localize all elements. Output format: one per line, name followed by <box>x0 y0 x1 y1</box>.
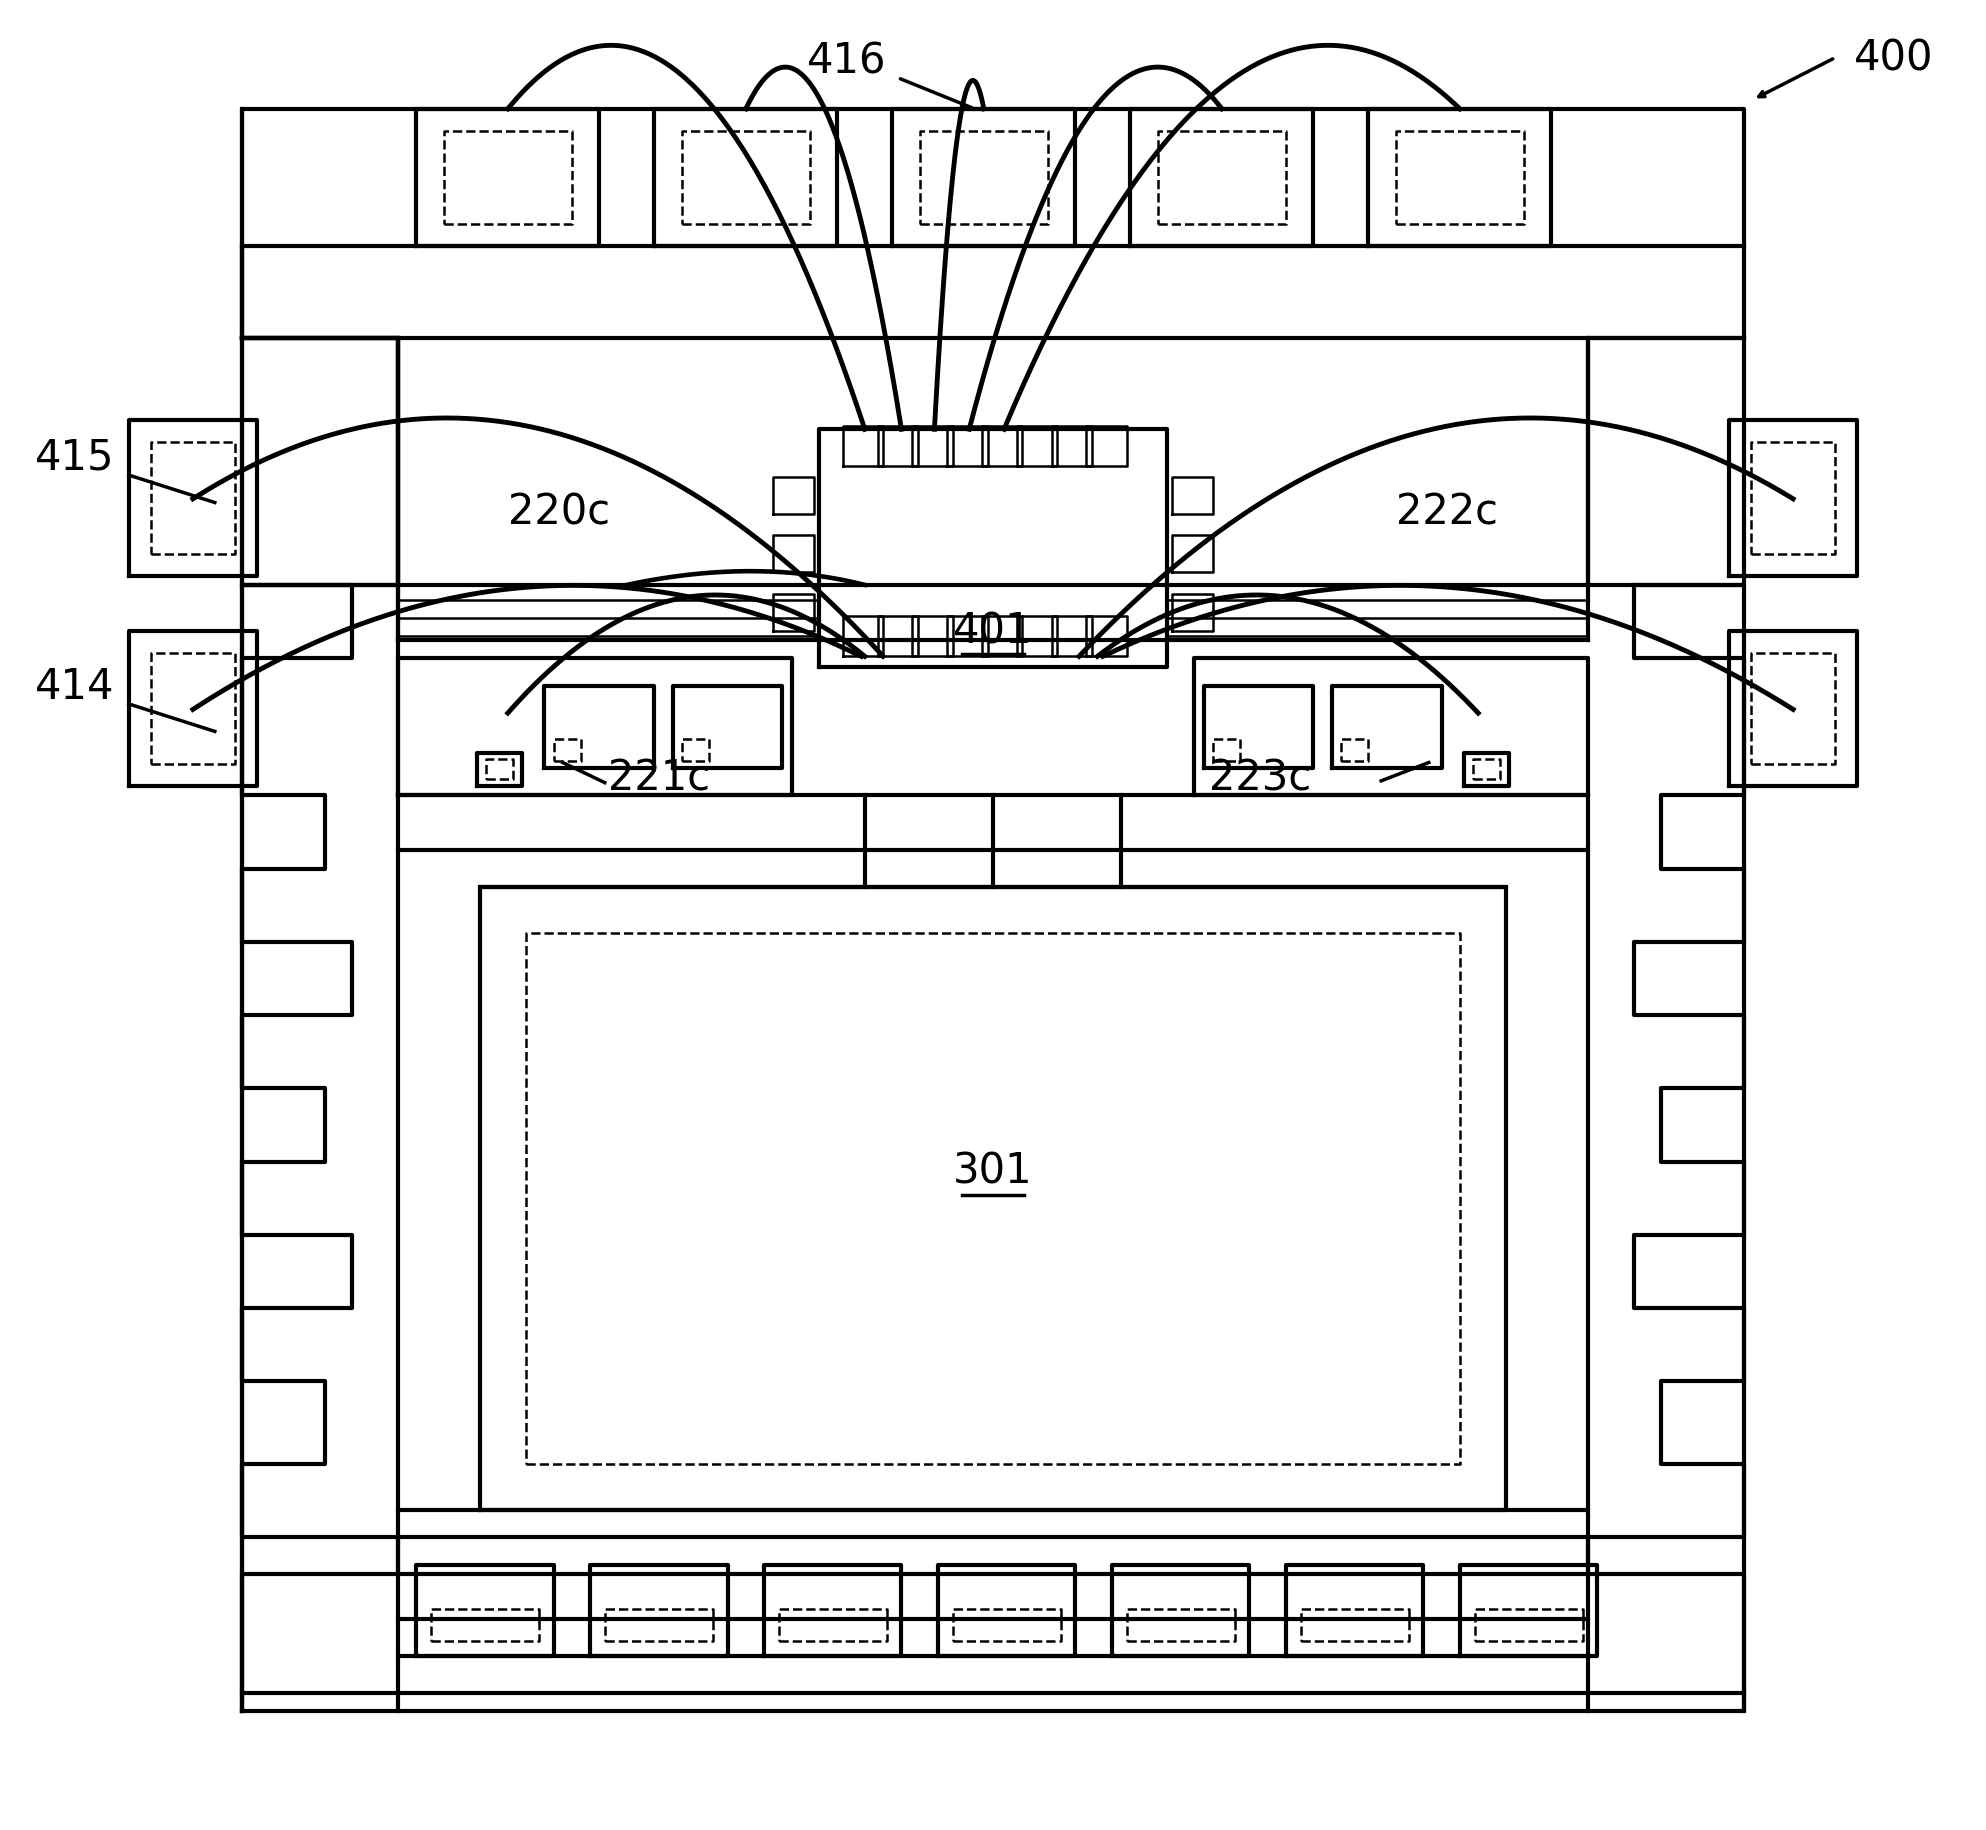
Text: 416: 416 <box>806 40 886 82</box>
Text: 401: 401 <box>953 611 1033 651</box>
Text: 414: 414 <box>34 666 113 706</box>
Text: 301: 301 <box>953 1151 1033 1191</box>
Text: 221c: 221c <box>608 758 711 798</box>
Text: 222c: 222c <box>1396 492 1497 533</box>
Text: 400: 400 <box>1853 38 1932 79</box>
Text: 223c: 223c <box>1209 758 1311 798</box>
Text: 220c: 220c <box>508 492 610 533</box>
Text: 415: 415 <box>34 437 113 478</box>
